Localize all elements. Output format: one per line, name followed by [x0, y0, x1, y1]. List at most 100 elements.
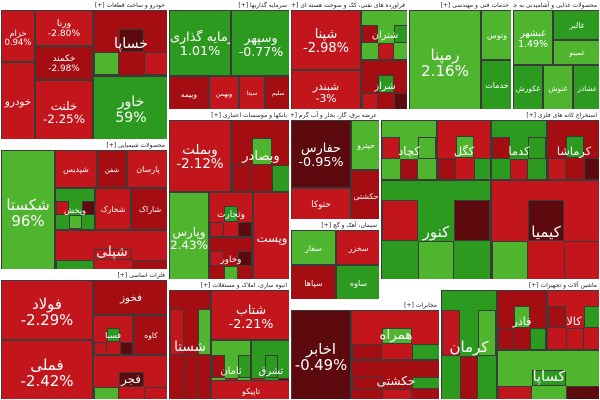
minor-tile[interactable] [119, 29, 144, 53]
minor-tile[interactable] [566, 328, 584, 349]
minor-tile[interactable] [394, 24, 407, 43]
minor-tile[interactable] [352, 377, 382, 390]
minor-tile[interactable] [394, 92, 407, 109]
stock-tile[interactable]: خزام 0.94% [1, 10, 35, 62]
minor-tile[interactable] [412, 377, 439, 390]
sector-header[interactable]: ماشین آلات و تجهیزات [+] [441, 281, 599, 290]
sector-header[interactable]: فلزات اساسی [+] [1, 271, 167, 280]
stock-tile[interactable]: کدما [491, 120, 547, 180]
minor-tile[interactable] [56, 201, 69, 216]
minor-tile[interactable] [478, 310, 496, 356]
minor-tile[interactable] [418, 136, 436, 159]
stock-tile[interactable]: ورنا -2.80% [35, 10, 93, 46]
stock-tile[interactable]: وبصادر [231, 120, 289, 192]
stock-tile[interactable]: وبیمه [169, 76, 209, 109]
minor-tile[interactable] [82, 201, 94, 216]
minor-tile[interactable] [107, 328, 120, 342]
stock-tile[interactable]: حفارس -0.95% [291, 120, 351, 188]
stock-tile[interactable]: فسبا [93, 315, 133, 355]
minor-tile[interactable] [530, 327, 546, 349]
sector-header[interactable]: بانکها و موسسات اعتباری [+] [169, 111, 289, 120]
minor-tile[interactable] [438, 158, 456, 179]
stock-tile[interactable]: وخاور [209, 237, 253, 279]
minor-tile[interactable] [144, 52, 167, 75]
minor-tile[interactable] [492, 241, 528, 279]
stock-tile[interactable]: خکمند -2.98% [35, 46, 93, 80]
stock-tile[interactable]: خساپا [93, 10, 167, 76]
minor-tile[interactable] [378, 42, 394, 59]
minor-tile[interactable] [224, 265, 238, 279]
stock-tile[interactable]: ساوه [336, 265, 379, 299]
minor-tile[interactable] [528, 136, 546, 159]
minor-tile[interactable] [238, 221, 252, 236]
stock-tile[interactable]: خلنت -2.25% [35, 80, 93, 139]
stock-tile[interactable]: غالبر [553, 10, 599, 40]
stock-tile[interactable]: سپاها [291, 265, 336, 299]
minor-tile[interactable] [548, 158, 566, 179]
minor-tile[interactable] [94, 386, 119, 399]
minor-tile[interactable] [492, 136, 510, 159]
stock-tile[interactable]: فخوز [93, 280, 167, 315]
stock-tile[interactable]: کگل [437, 120, 491, 180]
minor-tile[interactable] [418, 241, 454, 279]
minor-tile[interactable] [548, 306, 566, 329]
sector-header[interactable]: خدمات فنی و مهندسی [+] [409, 1, 511, 10]
minor-tile[interactable] [170, 308, 184, 355]
stock-tile[interactable]: شخارک [95, 188, 131, 230]
minor-tile[interactable] [566, 136, 584, 159]
stock-tile[interactable]: حکشتی [351, 170, 379, 219]
stock-tile[interactable]: شستا [169, 290, 211, 399]
stock-tile[interactable]: سلیم [265, 76, 289, 109]
minor-tile[interactable] [498, 327, 514, 349]
stock-tile[interactable]: حتوکا [291, 188, 351, 219]
sector-header[interactable]: سیمان، آهک و گچ [+] [291, 221, 379, 230]
stock-tile[interactable]: شبندر -3% [291, 70, 361, 109]
minor-tile[interactable] [454, 200, 490, 241]
stock-tile[interactable]: کرماشا [547, 120, 599, 180]
stock-tile[interactable]: وتجارت [209, 192, 253, 237]
minor-tile[interactable] [584, 158, 599, 179]
minor-tile[interactable] [532, 369, 566, 386]
stock-tile[interactable]: شاراک [131, 188, 167, 230]
minor-tile[interactable] [400, 158, 418, 179]
sector-header[interactable]: انبوه سازی، املاک و مستغلات [+] [169, 281, 289, 290]
minor-tile[interactable] [69, 215, 82, 229]
sector-header[interactable]: محصولات غذایی و آشامیدنی به جز [+] [513, 1, 599, 10]
stock-tile[interactable]: فاذر [497, 290, 547, 350]
stock-tile[interactable]: شتاب -2.21% [211, 290, 289, 340]
minor-tile[interactable] [212, 354, 225, 378]
stock-tile[interactable]: وبهمن [209, 76, 239, 109]
stock-tile[interactable]: اخابر -0.49% [291, 310, 351, 399]
minor-tile[interactable] [382, 200, 418, 241]
stock-tile[interactable]: کساپا [497, 350, 599, 399]
minor-tile[interactable] [238, 250, 252, 266]
stock-tile[interactable]: غنوش [543, 65, 573, 109]
minor-tile[interactable] [378, 74, 394, 93]
sector-header[interactable]: مخابرات [+] [291, 301, 439, 310]
stock-tile[interactable]: خاور 59% [93, 76, 167, 139]
minor-tile[interactable] [265, 354, 278, 378]
minor-tile[interactable] [56, 259, 94, 269]
minor-tile[interactable] [584, 306, 599, 329]
sector-header[interactable]: سرمایه گذاریها [+] [169, 1, 289, 10]
stock-tile[interactable]: شپدیس [55, 150, 97, 188]
stock-tile[interactable]: حکشتی [351, 360, 439, 399]
minor-tile[interactable] [362, 24, 378, 43]
stock-tile[interactable]: تاپیکو [211, 380, 289, 399]
stock-tile[interactable]: فملی -2.42% [1, 340, 93, 399]
stock-tile[interactable]: پارسان [127, 150, 167, 188]
sector-header[interactable]: فراورده های نفتی، کک و سوخت هسته ای [+] [291, 1, 407, 10]
minor-tile[interactable] [210, 250, 224, 266]
stock-tile[interactable]: کالا [547, 290, 599, 350]
minor-tile[interactable] [382, 328, 412, 345]
stock-tile[interactable]: وپخش [55, 188, 95, 230]
stock-tile[interactable]: کچاد [381, 120, 437, 180]
minor-tile[interactable] [528, 200, 564, 241]
stock-tile[interactable]: وبملت -2.12% [169, 120, 231, 192]
stock-tile[interactable]: شفن [97, 150, 127, 188]
stock-tile[interactable]: همراه [351, 310, 439, 360]
sector-header[interactable]: خودرو و ساخت قطعات [+] [1, 1, 167, 10]
minor-tile[interactable] [442, 310, 460, 356]
stock-tile[interactable]: وسپهر -0.77% [231, 10, 289, 76]
